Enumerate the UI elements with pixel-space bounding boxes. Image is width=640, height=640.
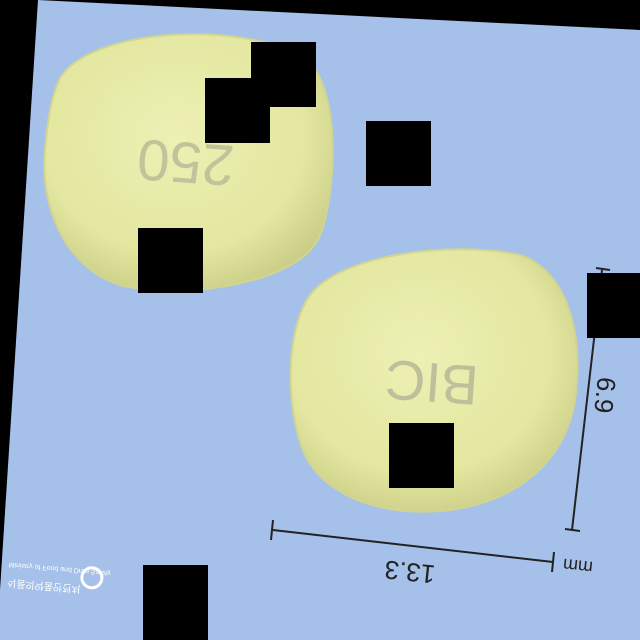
length-label: 13.3	[383, 555, 436, 590]
pill-back-imprint: BIC	[383, 348, 481, 417]
agency-emblem-icon	[80, 566, 104, 590]
occluder-block	[138, 228, 203, 293]
occluder-block	[143, 565, 208, 640]
occluder-block	[366, 121, 431, 186]
occluder-block	[587, 273, 640, 338]
width-label: 6.9	[588, 376, 622, 415]
length-dimension: 13.3 mm	[270, 519, 594, 590]
unit-label: mm	[562, 555, 594, 578]
occluder-block	[205, 78, 270, 143]
occluder-block	[389, 423, 454, 488]
pill-back: BIC	[289, 248, 579, 513]
